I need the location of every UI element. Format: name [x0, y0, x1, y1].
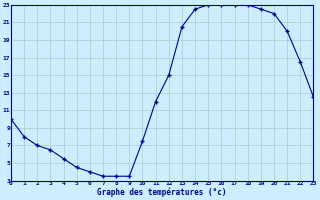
- X-axis label: Graphe des températures (°c): Graphe des températures (°c): [98, 188, 227, 197]
